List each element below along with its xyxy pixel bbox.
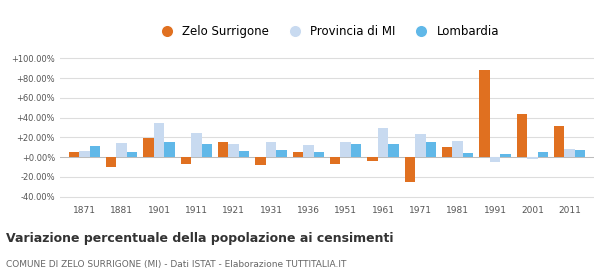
Bar bbox=[463, 153, 473, 157]
Bar bbox=[164, 142, 175, 157]
Bar bbox=[490, 157, 500, 162]
Bar bbox=[404, 157, 415, 182]
Bar bbox=[127, 152, 137, 157]
Bar bbox=[517, 114, 527, 157]
Bar bbox=[293, 152, 303, 157]
Text: Variazione percentuale della popolazione ai censimenti: Variazione percentuale della popolazione… bbox=[6, 232, 394, 245]
Bar bbox=[330, 157, 340, 164]
Bar bbox=[452, 141, 463, 157]
Bar bbox=[143, 138, 154, 157]
Bar bbox=[229, 144, 239, 157]
Bar bbox=[367, 157, 378, 161]
Bar bbox=[565, 149, 575, 157]
Text: COMUNE DI ZELO SURRIGONE (MI) - Dati ISTAT - Elaborazione TUTTITALIA.IT: COMUNE DI ZELO SURRIGONE (MI) - Dati IST… bbox=[6, 260, 346, 269]
Bar bbox=[116, 143, 127, 157]
Bar bbox=[351, 144, 361, 157]
Bar bbox=[181, 157, 191, 164]
Bar bbox=[68, 152, 79, 157]
Bar bbox=[191, 133, 202, 157]
Bar bbox=[314, 152, 324, 157]
Bar bbox=[388, 144, 398, 157]
Bar bbox=[442, 147, 452, 157]
Bar bbox=[500, 154, 511, 157]
Bar bbox=[303, 145, 314, 157]
Bar bbox=[154, 123, 164, 157]
Bar bbox=[554, 125, 565, 157]
Bar bbox=[378, 129, 388, 157]
Bar bbox=[479, 70, 490, 157]
Bar bbox=[218, 142, 229, 157]
Bar bbox=[415, 134, 425, 157]
Bar bbox=[425, 142, 436, 157]
Bar bbox=[527, 157, 538, 159]
Bar bbox=[79, 151, 89, 157]
Bar bbox=[106, 157, 116, 167]
Bar bbox=[266, 142, 276, 157]
Bar bbox=[89, 146, 100, 157]
Bar bbox=[538, 152, 548, 157]
Bar bbox=[276, 150, 287, 157]
Bar bbox=[202, 144, 212, 157]
Bar bbox=[256, 157, 266, 165]
Bar bbox=[340, 142, 351, 157]
Legend: Zelo Surrigone, Provincia di MI, Lombardia: Zelo Surrigone, Provincia di MI, Lombard… bbox=[150, 20, 504, 43]
Bar bbox=[575, 150, 586, 157]
Bar bbox=[239, 151, 250, 157]
